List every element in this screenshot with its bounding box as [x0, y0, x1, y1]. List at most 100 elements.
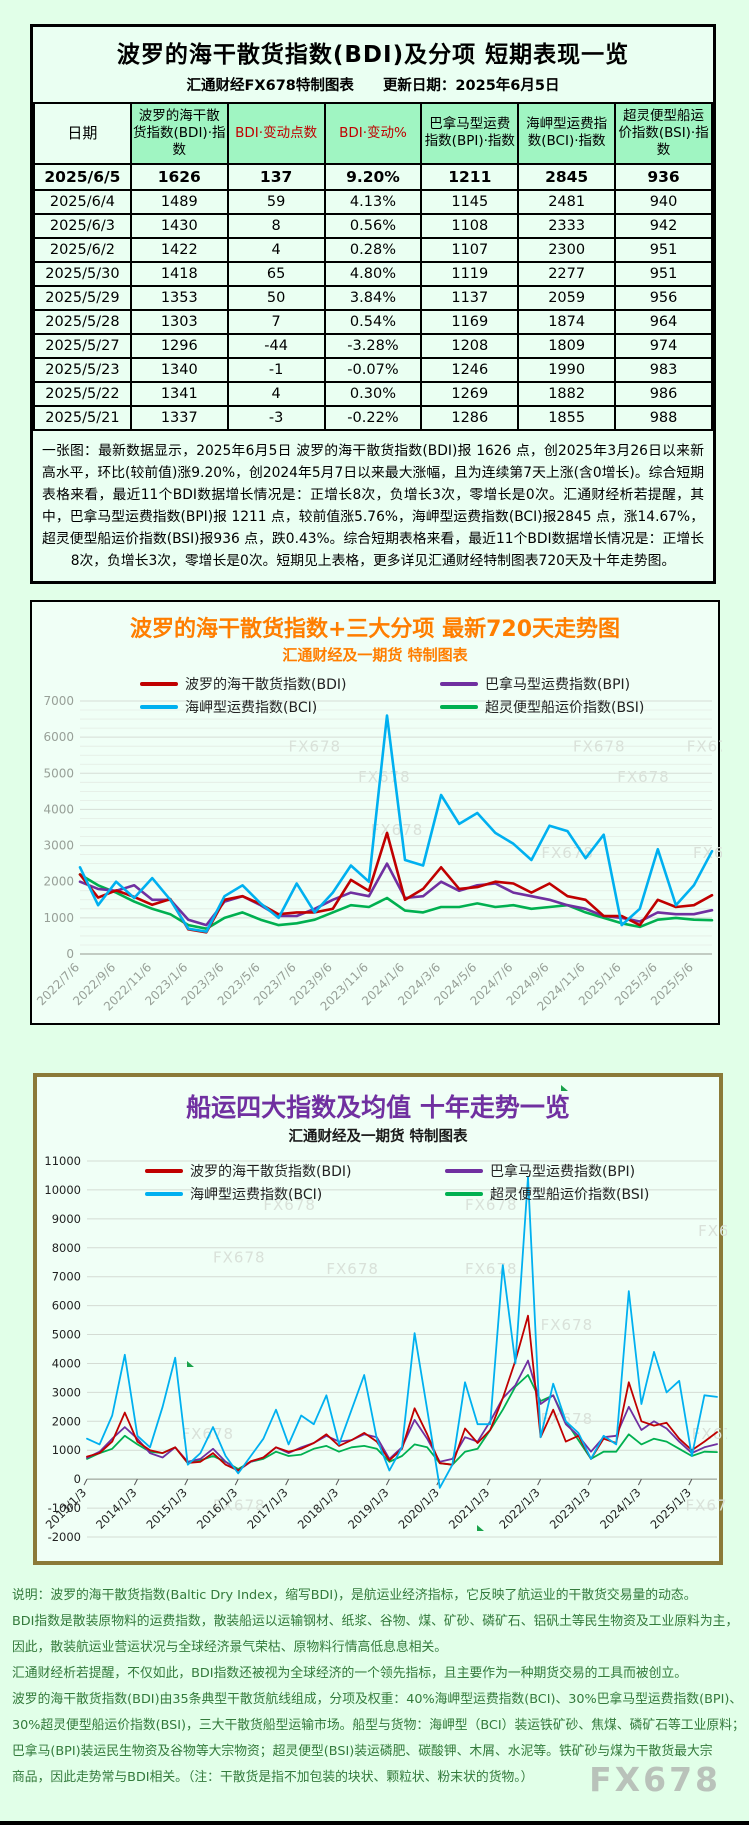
table-cell: 2025/5/27	[33, 332, 132, 359]
table-cell: 1990	[517, 356, 617, 383]
svg-text:FX678: FX678	[182, 1425, 235, 1443]
svg-text:FX678: FX678	[358, 768, 411, 786]
table-row: 2025/5/21 1337 -3 -0.22% 1286 1855 988	[33, 404, 713, 431]
legend-label: 超灵便型船运价指数(BSI)	[485, 700, 645, 716]
chart-720day-legend: 波罗的海干散货指数(BDI) 巴拿马型运费指数(BPI) 海岬型运费指数(BCI) 超…	[140, 674, 710, 717]
svg-text:4000: 4000	[52, 1356, 81, 1370]
table-cell: 2025/5/22	[33, 380, 132, 407]
table-cell: 2333	[517, 212, 617, 239]
legend-item: 超灵便型船运价指数(BSI)	[445, 1184, 715, 1204]
table-cell: -44	[226, 332, 326, 359]
table-cell: 1882	[517, 380, 617, 407]
svg-text:FX678: FX678	[465, 1260, 518, 1278]
chart-10year-plot: -2000 -1000 0 1000 2000 3000 4000 5000 6000 7000 8…	[43, 1154, 727, 1544]
table-header-cell: BDI·变动点数	[226, 102, 326, 165]
table-cell: 1418	[129, 260, 229, 287]
svg-text:0: 0	[66, 947, 74, 961]
table-cell: 8	[226, 212, 326, 239]
table-cell: 2300	[517, 236, 617, 263]
svg-text:7000: 7000	[52, 1270, 81, 1284]
table-row: 2025/5/22 1341 4 0.30% 1269 1882 986	[33, 380, 713, 407]
table-cell: 4.13%	[323, 188, 423, 215]
table-cell: 1626	[129, 162, 229, 191]
chart-10year-subtitle: 汇通财经及一期货 特制图表	[288, 1129, 468, 1145]
svg-text:FX678: FX678	[617, 768, 670, 786]
svg-text:1000: 1000	[43, 911, 74, 925]
table-cell: 2845	[517, 162, 617, 191]
svg-text:FX678: FX678	[693, 844, 722, 862]
legend-item: 巴拿马型运费指数(BPI)	[445, 1161, 715, 1181]
svg-text:FX678: FX678	[698, 1222, 727, 1240]
chart-720day-plot: 0 1000 2000 3000 4000 5000 6000 7000 FX678 FX678 F…	[34, 694, 722, 1014]
legend-item: 波罗的海干散货指数(BDI)	[140, 674, 440, 694]
legend-item: 海岬型运费指数(BCI)	[145, 1184, 445, 1204]
footnote-line: 波罗的海干散货指数(BDI)由35条典型干散货航线组成，分项及权重：40%海岬型…	[12, 1692, 743, 1707]
svg-text:2014/1/3: 2014/1/3	[93, 1485, 139, 1531]
table-cell: 988	[614, 404, 713, 431]
table-cell: 1855	[517, 404, 617, 431]
svg-text:2000: 2000	[43, 875, 74, 889]
legend-swatch	[145, 1192, 183, 1196]
legend-swatch	[440, 705, 478, 709]
table-header-cell: 海岬型运费指数(BCI)·指数	[517, 102, 617, 165]
table-cell: 1353	[129, 284, 229, 311]
table-header-cell: 超灵便型船运价指数(BSI)·指数	[614, 102, 713, 165]
table-cell: 4.80%	[323, 260, 423, 287]
table-cell: 2025/5/21	[33, 404, 132, 431]
footnote-line: 汇通财经析若提醒，不仅如此，BDI指数还被视为全球经济的一个领先指标，且主要作为…	[12, 1666, 688, 1681]
table-cell: 0.54%	[323, 308, 423, 335]
svg-text:2021/1/3: 2021/1/3	[446, 1485, 492, 1531]
table-row: 2025/6/4 1489 59 4.13% 1145 2481 940	[33, 188, 713, 215]
table-cell: 1169	[420, 308, 520, 335]
table-row: 2025/5/27 1296 -44 -3.28% 1208 1809 974	[33, 332, 713, 359]
table-cell: 9.20%	[323, 162, 423, 191]
table-cell: 1107	[420, 236, 520, 263]
legend-swatch	[445, 1192, 483, 1196]
svg-text:11000: 11000	[44, 1154, 81, 1168]
table-row: 2025/6/2 1422 4 0.28% 1107 2300 951	[33, 236, 713, 263]
svg-text:0: 0	[74, 1472, 81, 1486]
legend-item: 波罗的海干散货指数(BDI)	[145, 1161, 445, 1181]
table-cell: 7	[226, 308, 326, 335]
table-cell: 1119	[420, 260, 520, 287]
green-marker-icon	[477, 1525, 484, 1531]
table-cell: 2059	[517, 284, 617, 311]
table-cell: 65	[226, 260, 326, 287]
table-cell: -3	[226, 404, 326, 431]
table-cell: 2025/6/4	[33, 188, 132, 215]
table-cell: 1874	[517, 308, 617, 335]
table-cell: 2481	[517, 188, 617, 215]
svg-text:-2000: -2000	[48, 1530, 81, 1544]
svg-text:6000: 6000	[52, 1299, 81, 1313]
table-row: 2025/6/3 1430 8 0.56% 1108 2333 942	[33, 212, 713, 239]
report-subtitle: 汇通财经FX678特制图表 更新日期：2025年6月5日	[33, 74, 713, 95]
table-cell: 0.28%	[323, 236, 423, 263]
table-row: 2025/6/5 1626 137 9.20% 1211 2845 936	[33, 162, 713, 191]
table-cell: 986	[614, 380, 713, 407]
chart-720day-subtitle: 汇通财经及一期货 特制图表	[282, 646, 468, 664]
table-cell: 940	[614, 188, 713, 215]
svg-text:8000: 8000	[52, 1241, 81, 1255]
svg-text:-1000: -1000	[48, 1501, 81, 1515]
report-update-date: 更新日期：2025年6月5日	[382, 78, 560, 94]
bdi-table: 日期 波罗的海干散货指数(BDI)·指数 BDI·变动点数 BDI·变动% 巴拿马型运费…	[33, 102, 713, 431]
table-cell: -0.22%	[323, 404, 423, 431]
table-cell: 964	[614, 308, 713, 335]
table-cell: 0.30%	[323, 380, 423, 407]
footnote-line: 商品，因此走势常与BDI相关。（注：干散货是指不加包装的块状、颗粒状、粉末状的货…	[12, 1770, 534, 1785]
table-cell: 1208	[420, 332, 520, 359]
table-cell: 974	[614, 332, 713, 359]
table-cell: -3.28%	[323, 332, 423, 359]
svg-text:7000: 7000	[43, 694, 74, 708]
table-row: 2025/5/23 1340 -1 -0.07% 1246 1990 983	[33, 356, 713, 383]
table-cell: 1145	[420, 188, 520, 215]
table-header-cell: 巴拿马型运费指数(BPI)·指数	[420, 102, 520, 165]
svg-text:2022/1/3: 2022/1/3	[496, 1485, 542, 1531]
footnote: 说明：波罗的海干散货指数(Baltic Dry Index，缩写BDI)，是航运…	[12, 1583, 746, 1791]
table-cell: 1422	[129, 236, 229, 263]
table-cell: 2025/6/3	[33, 212, 132, 239]
table-cell: -0.07%	[323, 356, 423, 383]
table-cell: 1211	[420, 162, 520, 191]
legend-label: 波罗的海干散货指数(BDI)	[190, 1164, 352, 1180]
